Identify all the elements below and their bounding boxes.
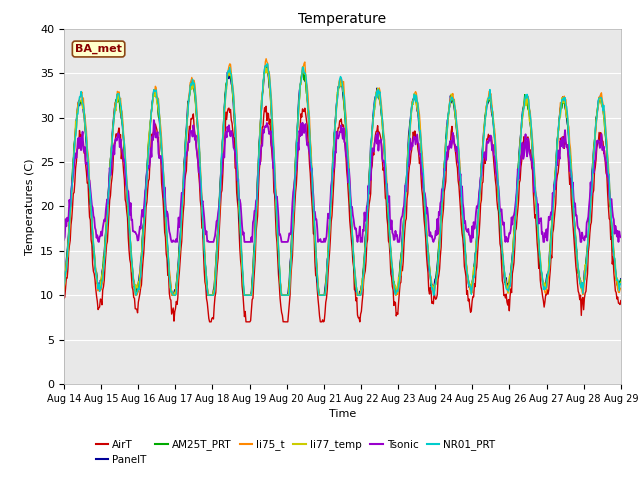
NR01_PRT (412, 98, 419, 104)
AirT (428, 300, 436, 306)
li75_t (617, 285, 625, 291)
X-axis label: Time: Time (329, 409, 356, 419)
Y-axis label: Temperatures (C): Temperatures (C) (24, 158, 35, 255)
li77_temp (60, 285, 68, 290)
PanelT (127, 258, 135, 264)
PanelT (412, 98, 419, 104)
li75_t (412, 89, 419, 95)
NR01_PRT (132, 292, 140, 298)
li75_t (262, 56, 270, 61)
li77_temp (214, 225, 222, 231)
li75_t (60, 288, 68, 294)
Tsonic (186, 139, 193, 145)
AM25T_PRT (185, 95, 193, 100)
AirT (127, 272, 135, 278)
Tsonic (428, 233, 436, 239)
AM25T_PRT (214, 227, 222, 232)
li77_temp (412, 92, 419, 97)
AM25T_PRT (428, 284, 436, 289)
NR01_PRT (60, 283, 68, 288)
li75_t (70, 153, 78, 159)
AM25T_PRT (170, 292, 178, 298)
li75_t (131, 292, 139, 298)
Line: PanelT: PanelT (64, 66, 621, 295)
Tsonic (95, 239, 102, 245)
Line: AirT: AirT (64, 106, 621, 322)
Tsonic (128, 216, 136, 222)
NR01_PRT (127, 254, 135, 260)
li75_t (428, 281, 436, 287)
NR01_PRT (617, 281, 625, 287)
PanelT (185, 98, 193, 104)
AirT (617, 298, 625, 303)
Tsonic (60, 237, 68, 243)
Tsonic (150, 117, 157, 123)
Line: NR01_PRT: NR01_PRT (64, 64, 621, 295)
PanelT (168, 292, 176, 298)
PanelT (70, 151, 78, 157)
NR01_PRT (70, 151, 78, 157)
Title: Temperature: Temperature (298, 12, 387, 26)
Tsonic (617, 234, 625, 240)
li75_t (185, 97, 193, 103)
li77_temp (428, 282, 436, 288)
Tsonic (70, 163, 78, 169)
Tsonic (215, 204, 223, 210)
AirT (205, 319, 213, 325)
Line: AM25T_PRT: AM25T_PRT (64, 66, 621, 295)
AirT (262, 103, 270, 109)
li77_temp (127, 256, 135, 262)
li75_t (127, 256, 135, 262)
Legend: AirT, PanelT, AM25T_PRT, li75_t, li77_temp, Tsonic, NR01_PRT: AirT, PanelT, AM25T_PRT, li75_t, li77_te… (92, 435, 500, 469)
AM25T_PRT (262, 63, 270, 69)
PanelT (428, 281, 436, 287)
AM25T_PRT (60, 277, 68, 283)
AM25T_PRT (617, 277, 625, 283)
li77_temp (170, 292, 177, 298)
NR01_PRT (214, 233, 222, 239)
PanelT (214, 221, 222, 227)
PanelT (60, 277, 68, 283)
Text: BA_met: BA_met (75, 44, 122, 54)
PanelT (262, 63, 270, 69)
Line: Tsonic: Tsonic (64, 120, 621, 242)
Line: li77_temp: li77_temp (64, 67, 621, 295)
NR01_PRT (185, 98, 193, 104)
NR01_PRT (263, 61, 271, 67)
AirT (60, 295, 68, 301)
AirT (70, 190, 78, 195)
Line: li75_t: li75_t (64, 59, 621, 295)
li75_t (214, 233, 222, 239)
AirT (184, 147, 192, 153)
AM25T_PRT (412, 96, 419, 102)
li77_temp (70, 149, 78, 155)
AM25T_PRT (70, 142, 78, 147)
AM25T_PRT (127, 251, 135, 257)
li77_temp (262, 64, 269, 70)
AirT (412, 133, 419, 139)
Tsonic (412, 142, 419, 147)
li77_temp (185, 98, 193, 104)
PanelT (617, 276, 625, 282)
AirT (214, 255, 222, 261)
li77_temp (617, 279, 625, 285)
NR01_PRT (428, 287, 436, 292)
